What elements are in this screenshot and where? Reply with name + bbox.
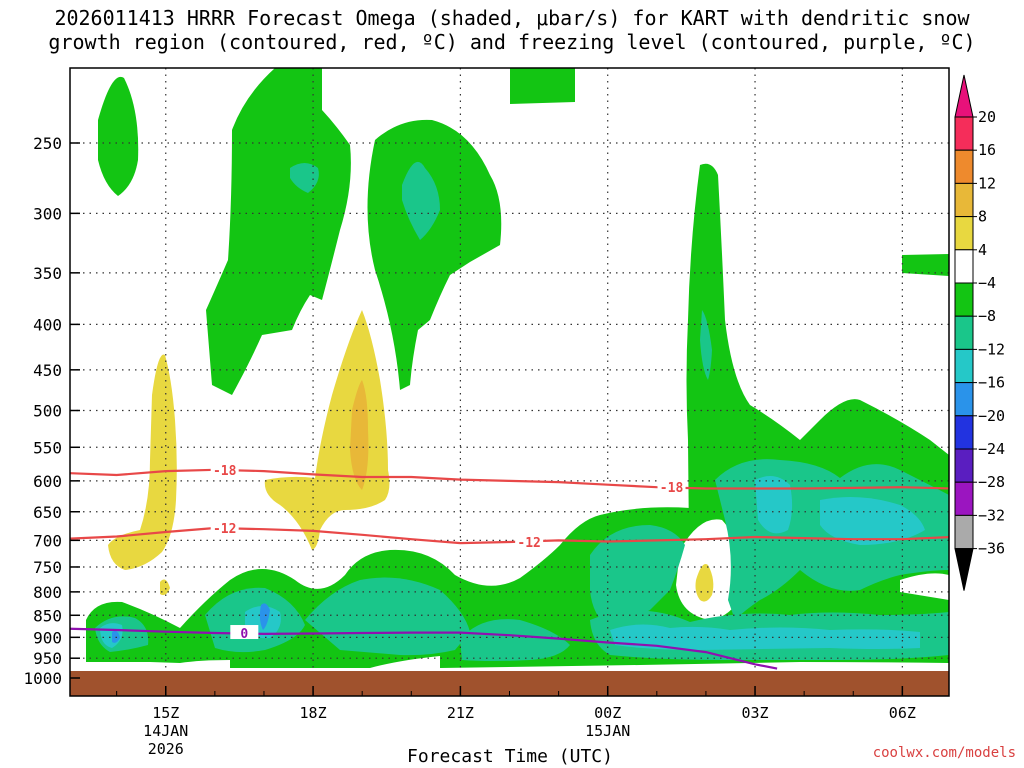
omega-region: [695, 564, 714, 602]
y-tick-label: 900: [33, 628, 62, 647]
contour-line-0: [70, 627, 778, 670]
colorbar-swatch: [954, 382, 974, 417]
credit-text: coolwx.com/models: [872, 745, 1016, 761]
y-tick-label: 600: [33, 472, 62, 491]
omega-region: [350, 380, 369, 490]
contour-label: 0: [240, 627, 248, 642]
y-tick-label: 700: [33, 531, 62, 550]
y-tick-label: 400: [33, 315, 62, 334]
omega-region: [510, 68, 575, 104]
colorbar-label: −32: [978, 506, 1005, 524]
colorbar-label: 12: [978, 174, 996, 192]
omega-region: [305, 577, 470, 656]
colorbar-swatch: [954, 116, 974, 151]
x-tick-label: 03Z: [741, 704, 768, 722]
contour-label-bg: [210, 461, 239, 476]
colorbar-label: −4: [978, 274, 996, 292]
contour-label: -18: [213, 464, 237, 479]
y-tick-label: 800: [33, 583, 62, 602]
colorbar-swatch: [954, 514, 974, 550]
omega-region: [206, 68, 351, 395]
x-tick-label: 06Z: [889, 704, 916, 722]
colorbar-swatch: [954, 448, 974, 483]
x-tick-label: 15Z: [152, 704, 179, 722]
chart-title: 2026011413 HRRR Forecast Omega (shaded, …: [48, 6, 976, 54]
colorbar-label: 20: [978, 108, 996, 126]
omega-region: [259, 603, 270, 630]
contour-label: -12: [517, 536, 540, 551]
omega-region: [290, 163, 319, 193]
y-axis: 250 300 350 400 450 500 550 600 650 700 750 800 850 9…: [23, 134, 80, 688]
colorbar-swatch: [954, 249, 974, 284]
omega-region: [902, 254, 949, 276]
omega-region: [264, 310, 390, 550]
y-tick-label: 350: [33, 264, 62, 283]
colorbar: 20 16 12 8 4 −4 −8 −12 −16 −20 −24 −28 −32 −36: [954, 74, 1005, 591]
x-tick-label: 00Z: [594, 704, 621, 722]
y-tick-label: 750: [33, 558, 62, 577]
y-tick-label: 1000: [23, 669, 62, 688]
colorbar-arrow-bottom: [954, 548, 974, 591]
colorbar-label: −24: [978, 440, 1005, 458]
y-tick-label: 450: [33, 361, 62, 380]
omega-region: [700, 310, 712, 380]
omega-region: [108, 354, 177, 570]
omega-region: [900, 573, 949, 600]
omega-region: [402, 161, 440, 240]
y-tick-label: 500: [33, 402, 62, 421]
omega-region: [160, 579, 170, 596]
colorbar-label: −12: [978, 340, 1005, 358]
y-tick-label: 850: [33, 606, 62, 625]
contour-label-bg: [230, 625, 259, 640]
colorbar-label: 16: [978, 141, 996, 159]
x-axis-label: Forecast Time (UTC): [407, 746, 613, 767]
y-tick-label: 250: [33, 134, 62, 153]
omega-region: [590, 525, 685, 630]
contour-label-bg: [515, 534, 544, 549]
colorbar-swatch: [954, 415, 974, 450]
y-tick-label: 300: [33, 204, 62, 223]
omega-region: [98, 76, 139, 196]
colorbar-swatch: [954, 182, 974, 218]
colorbar-label: 8: [978, 208, 987, 226]
contour-labels: -18 -18 -12 -12 0: [210, 461, 686, 642]
colorbar-swatch: [954, 216, 974, 251]
colorbar-label: −28: [978, 473, 1005, 491]
x-tick-sublabel: 2026: [148, 740, 184, 758]
colorbar-swatch: [954, 149, 974, 184]
x-tick-sublabel: 15JAN: [585, 722, 630, 740]
x-tick-sublabel: 14JAN: [143, 722, 188, 740]
colorbar-swatch: [954, 348, 974, 384]
omega-region: [755, 476, 793, 534]
contour-label-bg: [210, 520, 239, 535]
colorbar-label: −8: [978, 307, 996, 325]
colorbar-swatch: [954, 315, 974, 350]
colorbar-label: −16: [978, 374, 1005, 392]
omega-region: [820, 496, 925, 545]
contour-label: -18: [660, 481, 684, 496]
omega-region: [367, 119, 502, 391]
colorbar-label: 4: [978, 241, 987, 259]
colorbar-arrow-top: [954, 74, 974, 118]
y-tick-label: 650: [33, 503, 62, 522]
y-tick-label: 950: [33, 649, 62, 668]
contour-label-bg: [657, 479, 686, 494]
x-tick-label: 18Z: [300, 704, 327, 722]
colorbar-label: −20: [978, 407, 1005, 425]
colorbar-swatch: [954, 481, 974, 516]
colorbar-label: −36: [978, 540, 1005, 558]
contour-label: -12: [213, 522, 236, 537]
y-tick-label: 550: [33, 438, 62, 457]
omega-shading: [86, 68, 949, 668]
omega-region: [460, 619, 570, 661]
x-tick-label: 21Z: [447, 704, 474, 722]
omega-region: [610, 624, 920, 650]
colorbar-swatch: [954, 282, 974, 317]
